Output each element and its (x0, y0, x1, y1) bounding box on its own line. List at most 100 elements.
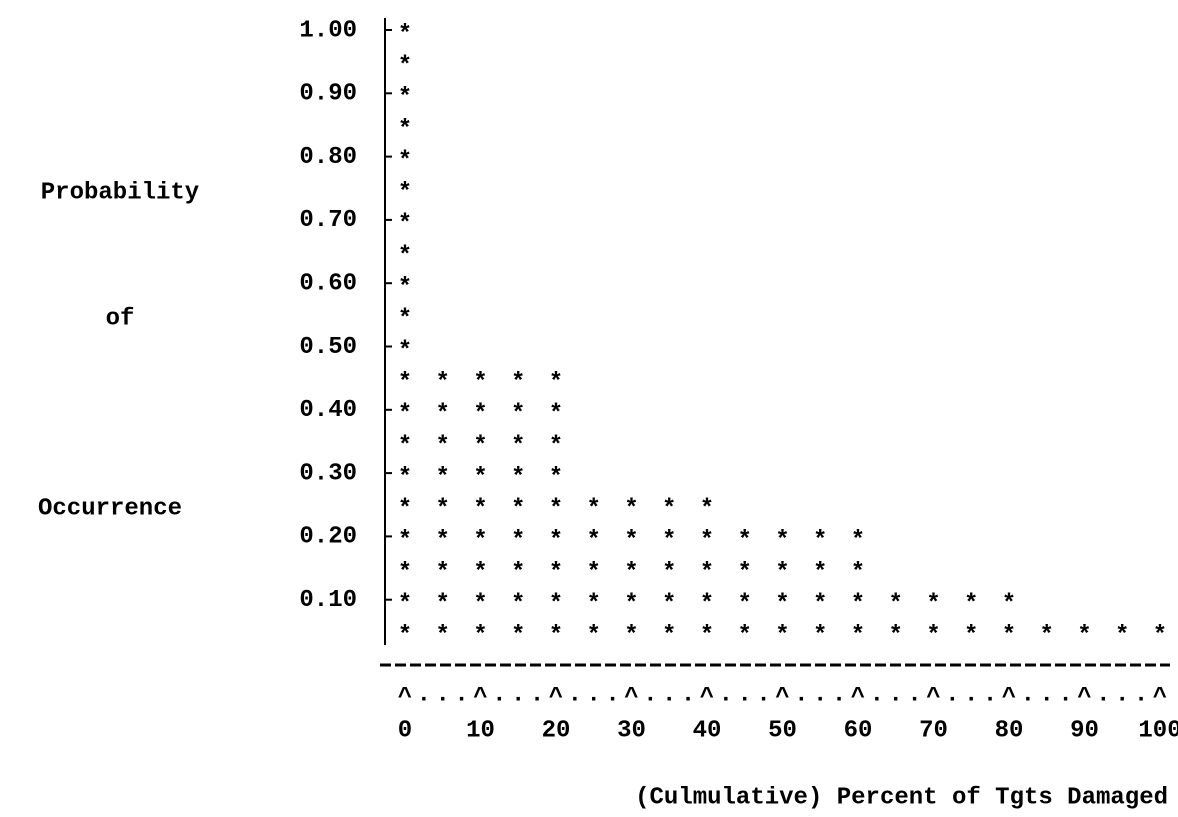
asterisk: * (738, 559, 752, 586)
bar: * * * * (775, 528, 789, 650)
x-tick-caret: ^ (1077, 684, 1091, 711)
bar: * * * * (738, 528, 752, 650)
y-tick-label: 0.70 (299, 207, 357, 234)
asterisk: * (889, 623, 903, 650)
asterisk: * (624, 623, 638, 650)
asterisk: * (436, 496, 450, 523)
bar: * (1077, 623, 1091, 650)
asterisk: * (549, 464, 563, 491)
x-axis-dot: . (983, 681, 997, 708)
bar: * * * * (851, 528, 865, 650)
x-axis-dot: . (530, 681, 544, 708)
x-tick-caret: ^ (624, 684, 638, 711)
asterisk: * (1077, 623, 1091, 650)
x-tick-caret: ^ (775, 684, 789, 711)
asterisk: * (738, 591, 752, 618)
asterisk: * (398, 464, 412, 491)
asterisk: * (624, 559, 638, 586)
y-tick-label: 0.30 (299, 460, 357, 487)
x-tick-caret: ^ (1002, 684, 1016, 711)
asterisk: * (662, 623, 676, 650)
x-axis-dot: . (605, 681, 619, 708)
asterisk: * (549, 433, 563, 460)
asterisk: * (926, 591, 940, 618)
x-axis-dot: . (907, 681, 921, 708)
x-tick-label: 70 (919, 717, 948, 744)
asterisk: * (662, 559, 676, 586)
asterisk: * (587, 559, 601, 586)
x-axis-dot: . (587, 681, 601, 708)
asterisk: * (549, 369, 563, 396)
asterisk: * (738, 528, 752, 555)
asterisk: * (473, 496, 487, 523)
asterisk: * (511, 623, 525, 650)
asterisk: * (813, 623, 827, 650)
asterisk: * (587, 623, 601, 650)
bar: * * * * * (587, 496, 601, 650)
asterisk: * (775, 528, 789, 555)
asterisk: * (398, 369, 412, 396)
y-axis-label: Probability (41, 179, 199, 206)
asterisk: * (549, 623, 563, 650)
asterisk: * (700, 528, 714, 555)
asterisk: * (398, 275, 412, 302)
x-axis-label: (Culmulative) Percent of Tgts Damaged (635, 784, 1168, 811)
asterisk: * (473, 401, 487, 428)
asterisk: * (851, 623, 865, 650)
asterisk: * (398, 528, 412, 555)
asterisk: * (398, 148, 412, 175)
x-tick-label: 10 (466, 717, 495, 744)
x-tick-caret: ^ (926, 684, 940, 711)
asterisk: * (398, 433, 412, 460)
asterisk: * (549, 401, 563, 428)
bar: * (1115, 623, 1129, 650)
bar: * * * * * * * * * (511, 369, 525, 649)
asterisk: * (398, 21, 412, 48)
x-tick-label: 40 (693, 717, 722, 744)
x-axis-dot: . (870, 681, 884, 708)
asterisk: * (775, 559, 789, 586)
asterisk: * (851, 591, 865, 618)
x-axis-dot: . (794, 681, 808, 708)
asterisk: * (398, 53, 412, 80)
y-tick-label: 0.10 (299, 587, 357, 614)
asterisk: * (511, 464, 525, 491)
y-tick-label: 0.40 (299, 397, 357, 424)
asterisk: * (398, 243, 412, 270)
x-axis-dot: . (454, 681, 468, 708)
y-tick-label: 0.20 (299, 524, 357, 551)
bar: ** (889, 591, 903, 650)
asterisk: * (549, 496, 563, 523)
asterisk: * (511, 591, 525, 618)
x-axis-dot: . (719, 681, 733, 708)
x-axis-dot: . (964, 681, 978, 708)
x-axis-dot: . (436, 681, 450, 708)
asterisk: * (473, 528, 487, 555)
x-axis-dot: . (511, 681, 525, 708)
x-tick-caret: ^ (398, 684, 412, 711)
bar: * (1040, 623, 1054, 650)
asterisk: * (549, 528, 563, 555)
asterisk: * (738, 623, 752, 650)
x-axis-dot: . (662, 681, 676, 708)
x-axis-dot: . (889, 681, 903, 708)
x-axis-dot: . (813, 681, 827, 708)
x-axis-dot: . (1115, 681, 1129, 708)
x-tick-caret: ^ (700, 684, 714, 711)
asterisk: * (549, 559, 563, 586)
x-tick-label: 60 (844, 717, 873, 744)
asterisk: * (398, 496, 412, 523)
x-tick-label: 0 (398, 717, 412, 744)
x-axis-dot: . (681, 681, 695, 708)
asterisk: * (851, 528, 865, 555)
asterisk: * (813, 559, 827, 586)
x-axis-dot: . (568, 681, 582, 708)
bar: ** (1002, 591, 1016, 650)
x-tick-label: 100 (1138, 717, 1178, 744)
x-tick-caret: ^ (851, 684, 865, 711)
asterisk: * (964, 591, 978, 618)
asterisk: * (813, 591, 827, 618)
asterisk: * (700, 559, 714, 586)
asterisk: * (587, 496, 601, 523)
asterisk: * (1002, 623, 1016, 650)
